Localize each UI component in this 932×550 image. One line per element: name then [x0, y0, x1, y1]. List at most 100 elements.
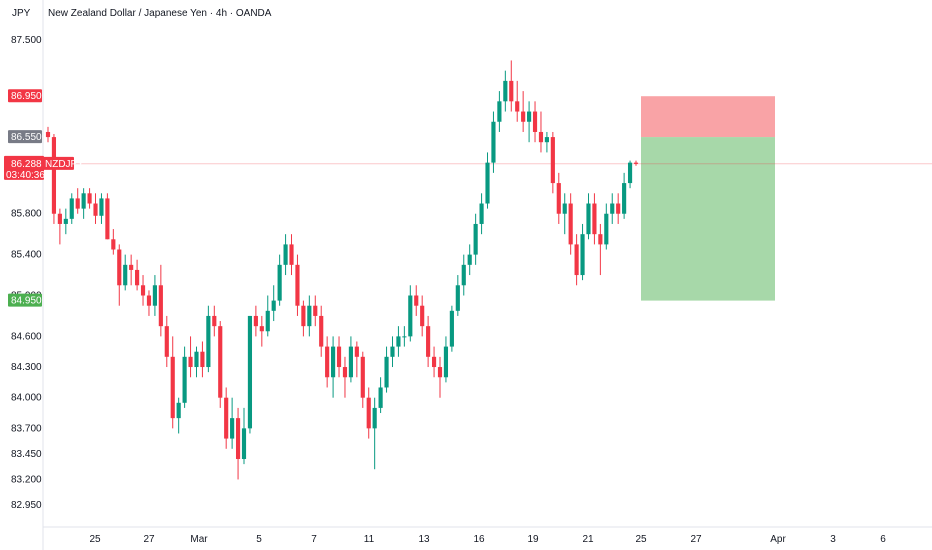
candle [491, 111, 496, 173]
candle-body [390, 346, 395, 357]
candle-body [521, 111, 526, 122]
candle [247, 315, 253, 434]
x-tick-label: Mar [190, 534, 208, 545]
candle-body [479, 203, 484, 224]
candle-body [592, 203, 597, 235]
candle [241, 407, 247, 465]
candle-body [491, 121, 496, 163]
candle-body [538, 131, 544, 143]
candle [105, 193, 110, 240]
price-tag: 86.950 [8, 89, 42, 103]
candle-body [568, 203, 573, 245]
candle [544, 131, 549, 153]
candle-body [331, 346, 336, 378]
candle-body [420, 305, 425, 327]
last-price-value: 86.288 [11, 159, 42, 170]
candle [111, 229, 116, 255]
candle [449, 305, 454, 352]
candle-body [247, 315, 253, 429]
candle-body [277, 264, 282, 301]
candle [574, 234, 579, 286]
candle [170, 336, 175, 429]
candle [271, 285, 276, 322]
candle [265, 295, 270, 337]
candle [633, 160, 639, 166]
symbol-tag: NZDJPY [45, 159, 84, 170]
candle [366, 387, 371, 439]
candle [437, 356, 443, 398]
candle [57, 208, 62, 245]
candle-body [408, 295, 413, 337]
candle-body [123, 264, 128, 286]
candle-body [289, 244, 294, 265]
candle [408, 285, 413, 342]
candle-body [455, 285, 460, 311]
candle [325, 336, 330, 388]
candle [610, 193, 615, 224]
candle [99, 193, 104, 224]
candle [259, 315, 264, 347]
candle-body [51, 137, 57, 214]
candle [87, 188, 92, 209]
candle [390, 336, 395, 368]
candle [63, 208, 68, 235]
price-tag-bg [8, 293, 42, 307]
candle-body [99, 198, 104, 216]
candle [277, 254, 282, 306]
candle [336, 336, 342, 378]
candle [396, 326, 401, 357]
candle [509, 60, 514, 112]
x-tick-label: 11 [364, 534, 375, 545]
candle-body [396, 336, 401, 347]
candle-body [509, 80, 514, 102]
candle [622, 172, 627, 219]
x-tick-label: 21 [582, 534, 594, 545]
candle-body [461, 264, 466, 286]
candle-body [580, 234, 585, 276]
candle [331, 336, 336, 398]
x-tick-label: 27 [690, 534, 702, 545]
candle-body [63, 218, 68, 224]
candle [93, 193, 98, 224]
candle [164, 315, 169, 368]
candle-body [301, 305, 306, 327]
candle-body [633, 162, 639, 164]
candle-body [295, 264, 300, 306]
candle [75, 188, 80, 214]
candle [51, 134, 57, 224]
price-tag-bg [8, 89, 42, 103]
candle-body [449, 310, 454, 347]
candle-body [550, 137, 555, 184]
last-price-tag-bg [4, 155, 44, 180]
take-profit-zone[interactable] [641, 137, 775, 301]
candle-body [200, 351, 205, 368]
stop-loss-zone[interactable] [641, 96, 775, 138]
price-tag-bg [8, 130, 42, 144]
candle-body [170, 356, 175, 419]
x-tick-label: 13 [418, 534, 430, 545]
candle [384, 346, 389, 393]
candle [538, 111, 544, 153]
candle [218, 321, 223, 408]
candle [479, 193, 484, 235]
candle [206, 305, 211, 373]
y-tick-label: 84.000 [11, 393, 42, 404]
chart-title: New Zealand Dollar / Japanese Yen · 4h ·… [48, 8, 272, 19]
candle [580, 223, 585, 281]
price-tag: 86.550 [8, 130, 42, 144]
x-tick-label: 5 [256, 534, 262, 545]
candle-body [556, 183, 561, 214]
candle [420, 295, 425, 337]
candle-body [283, 244, 288, 265]
candle-body [503, 80, 508, 102]
time-axis[interactable]: 25 27 Mar 5 7 11 13 16 19 21 25 27 Apr 3 6 [89, 534, 886, 545]
candle [414, 285, 419, 316]
price-tag-value: 86.550 [11, 132, 42, 143]
candle-body [164, 326, 169, 357]
candle-body [75, 198, 80, 209]
candle-body [402, 336, 407, 338]
y-tick-label: 84.600 [11, 331, 42, 342]
short-position-tool[interactable] [641, 96, 775, 301]
